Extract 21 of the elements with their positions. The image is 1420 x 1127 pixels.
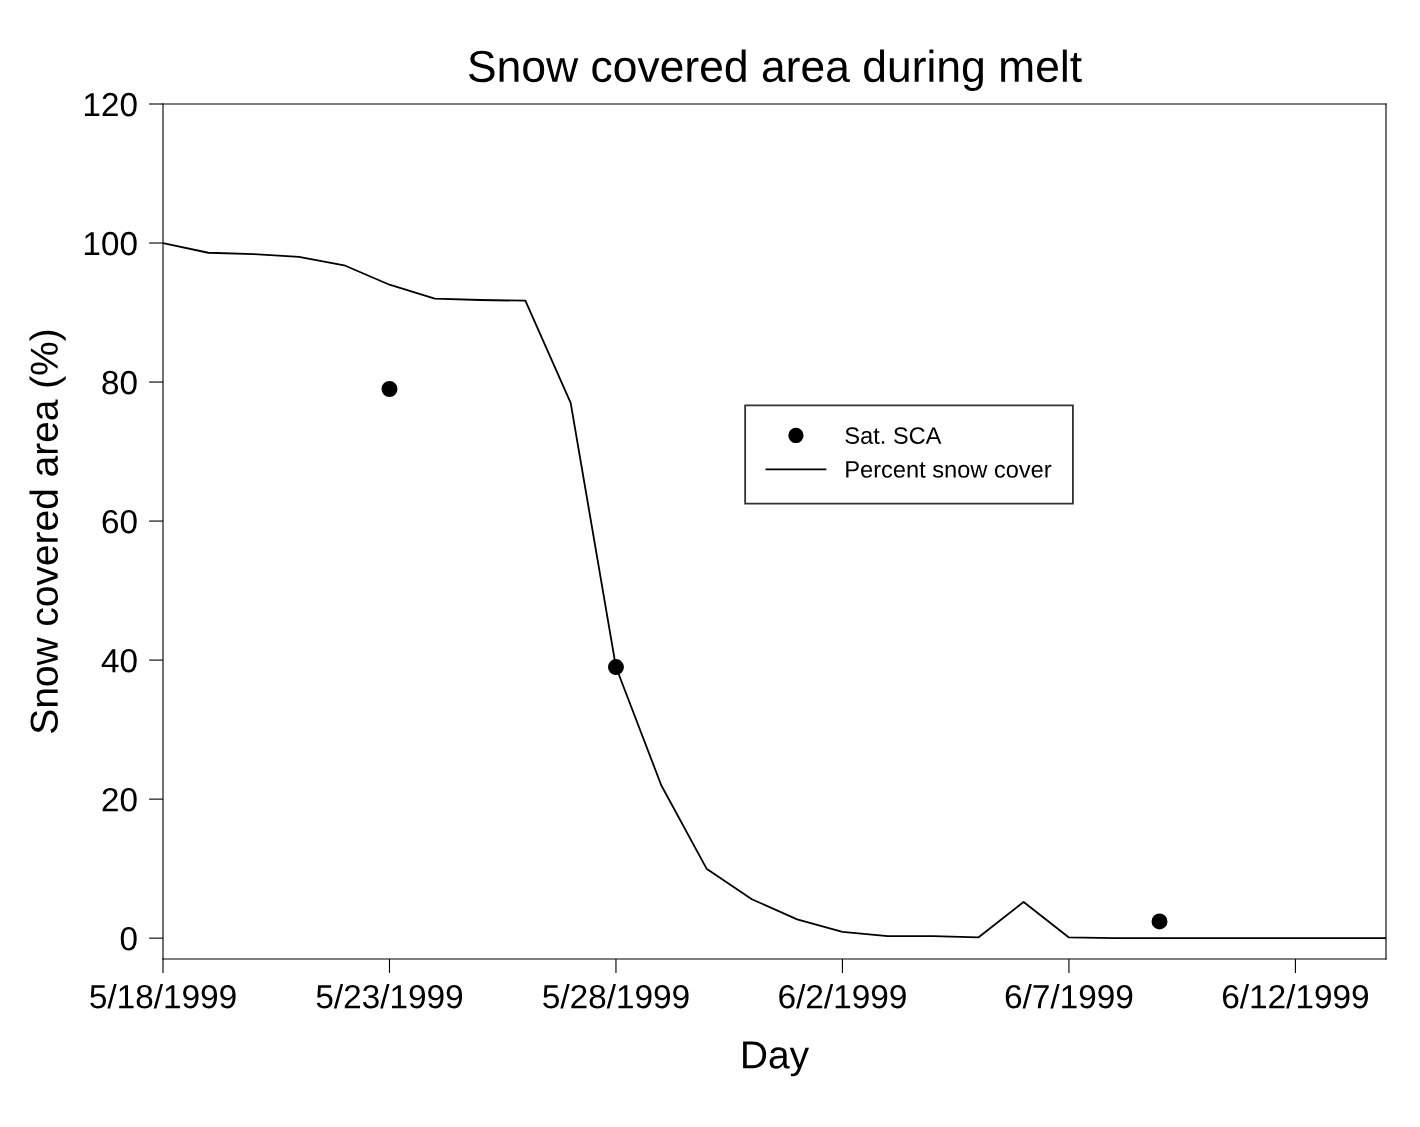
x-tick-label: 5/23/1999 (316, 984, 463, 1009)
point (607, 659, 624, 676)
point (381, 381, 398, 397)
y-axis-title: Snow covered area (%) (29, 330, 66, 733)
x-tick-label: 6/2/1999 (779, 984, 906, 1009)
y-tick-label: 100 (84, 231, 137, 256)
x-tick-label: 5/28/1999 (543, 984, 689, 1009)
legend-label: Sat. SCA (845, 427, 942, 444)
y-tick-label: 20 (102, 787, 137, 812)
x-tick-label: 6/7/1999 (1005, 984, 1133, 1009)
y-tick-label: 0 (120, 926, 137, 951)
x-axis-title: Day (743, 1041, 810, 1077)
x-tick-label: 6/12/1999 (1222, 984, 1368, 1009)
y-tick-label: 40 (101, 648, 137, 673)
y-tick-label: 80 (102, 370, 137, 395)
point (1151, 913, 1168, 930)
y-tick-label: 60 (102, 509, 137, 534)
y-tick-label: 120 (84, 92, 137, 117)
chart-title: Snow covered area during melt (468, 49, 1082, 91)
legend-label: Percent snow cover (846, 461, 1052, 478)
x-tick-label: 5/18/1999 (90, 984, 236, 1009)
